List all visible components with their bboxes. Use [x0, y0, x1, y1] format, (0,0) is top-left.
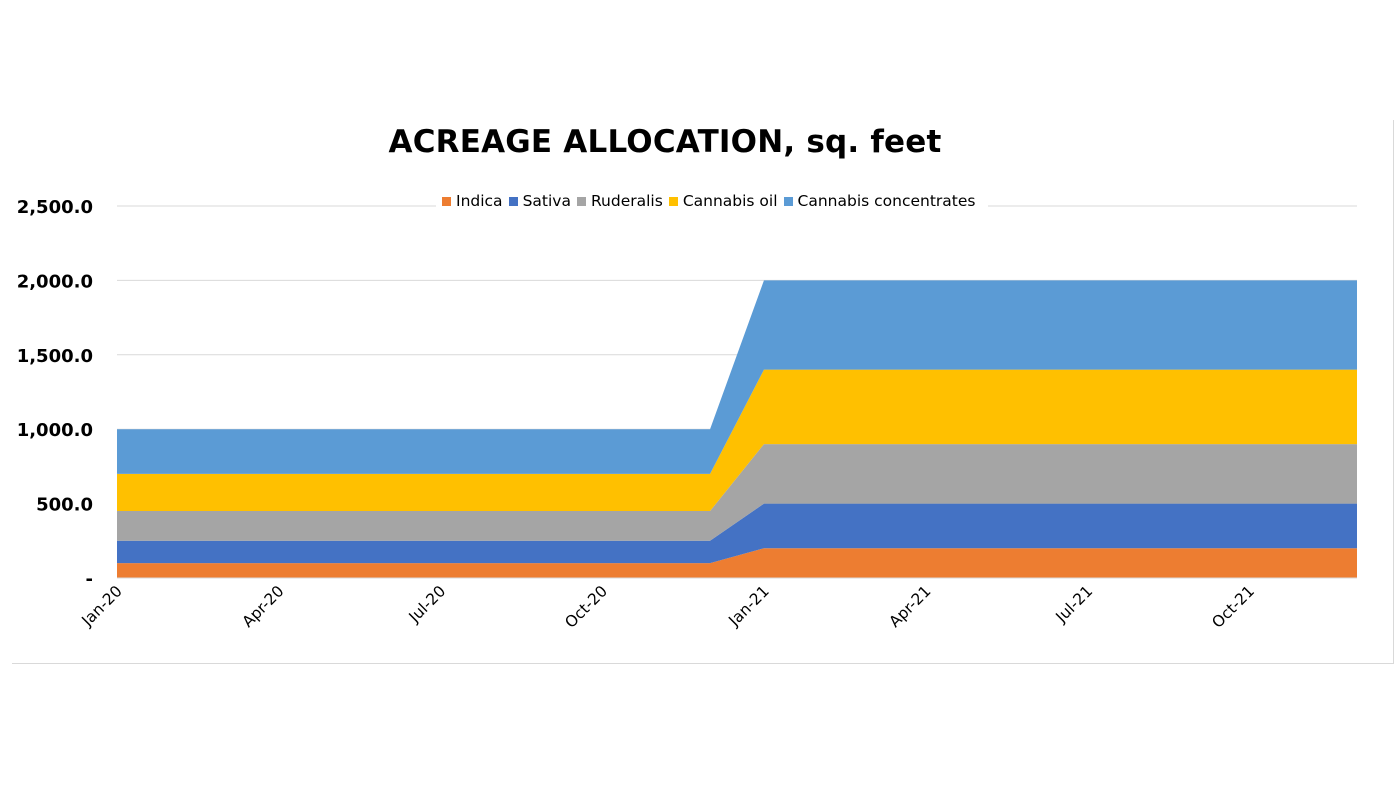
- area-cannabis-oil: [117, 369, 1357, 512]
- x-tick-label: Jul-20: [405, 582, 450, 627]
- y-tick-label: -: [86, 569, 93, 590]
- legend-item: Ruderalis: [576, 192, 663, 210]
- y-tick-labels: - 500.0 1,000.0 1,500.0 2,000.0 2,500.0: [17, 197, 93, 590]
- x-tick-label: Oct-20: [561, 582, 611, 632]
- y-tick-label: 2,500.0: [17, 197, 93, 218]
- y-tick-label: 2,000.0: [17, 271, 93, 292]
- x-tick-labels: Jan-20 Apr-20 Jul-20 Oct-20 Jan-21 Apr-21 Jul-…: [78, 582, 1258, 632]
- legend-label: Ruderalis: [590, 192, 663, 210]
- legend-item: Sativa: [508, 192, 571, 210]
- legend-label: Cannabis concentrates: [797, 192, 976, 210]
- legend-swatch: [576, 196, 586, 206]
- x-tick-label: Apr-20: [239, 582, 288, 631]
- x-tick-label: Jan-21: [725, 582, 773, 630]
- area-indica: [117, 548, 1357, 578]
- legend-label: Cannabis oil: [682, 192, 778, 210]
- legend-item: Cannabis concentrates: [783, 192, 976, 210]
- x-tick-label: Apr-21: [886, 582, 935, 631]
- legend-label: Sativa: [522, 192, 571, 210]
- legend-swatch: [508, 196, 518, 206]
- chart-title: ACREAGE ALLOCATION, sq. feet: [388, 124, 942, 160]
- area-sativa: [117, 503, 1357, 564]
- legend-swatch: [442, 196, 451, 206]
- legend-swatch: [783, 196, 793, 206]
- stacked-areas: [117, 280, 1357, 578]
- x-tick-label: Jul-21: [1052, 582, 1097, 627]
- legend-item: Indica: [442, 192, 503, 210]
- legend-item: Cannabis oil: [668, 192, 778, 210]
- y-tick-label: 500.0: [36, 495, 93, 516]
- y-tick-label: 1,500.0: [17, 346, 93, 367]
- legend-swatch: [668, 196, 678, 206]
- chart-area-frame: [12, 120, 1394, 664]
- chart-legend: Indica Sativa Ruderalis Cannabis oil Cannabi…: [436, 190, 988, 212]
- legend-label: Indica: [456, 192, 503, 210]
- area-cannabis-concentrates: [117, 280, 1357, 474]
- x-tick-label: Oct-21: [1208, 582, 1258, 632]
- area-ruderalis: [117, 444, 1357, 541]
- y-tick-label: 1,000.0: [17, 420, 93, 441]
